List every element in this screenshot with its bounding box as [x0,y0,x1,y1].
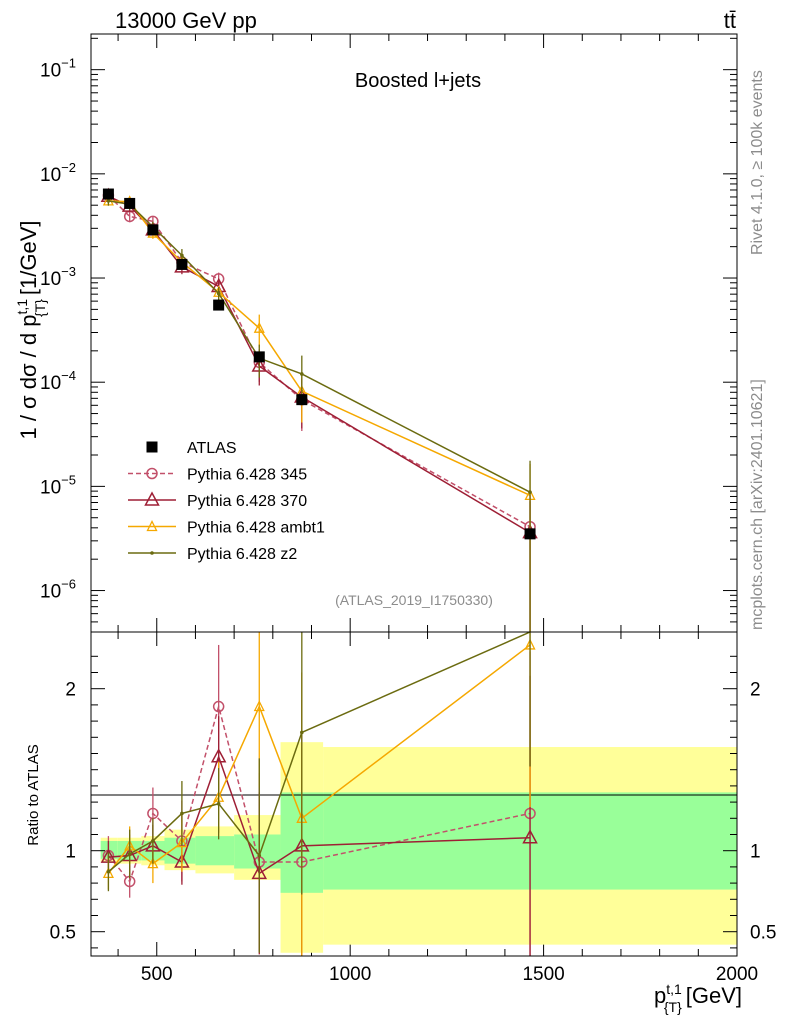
series-point-z2 [216,291,221,296]
mcplots-label: mcplots.cern.ch [arXiv:2401.10621] [749,379,766,630]
x-tick-label: 500 [141,964,173,985]
band-stat [234,834,281,869]
x-tick-label: 1000 [329,964,371,985]
legend: ATLAS Pythia 6.428 345 Pythia 6.428 370 Pyt… [128,440,325,563]
series-point-z2 [300,372,304,376]
data-point-atlas [176,258,188,270]
y-tick-label: 10−5 [40,472,76,498]
ratio-point-ambt1 [147,857,159,869]
legend-marker [146,520,158,532]
data-point-atlas [253,351,265,363]
main-frame [90,33,738,633]
data-point-atlas [296,394,308,406]
y-tick-label: 10−2 [40,160,76,186]
ratio-point-z2 [180,811,184,816]
ratio-point-z2 [106,869,111,874]
header-right: tt̄ [724,8,736,33]
series-line-370 [108,195,531,534]
series-point-z2 [180,253,184,258]
data-point-atlas [147,224,159,236]
legend-label: Pythia 6.428 370 [187,493,307,510]
ratio-point-z2 [127,852,132,856]
series-point-ambt1 [253,321,265,333]
series-line-z2 [108,200,531,493]
band-stat [195,836,235,866]
main-panel: 10−110−210−310−410−510−6 Boosted l+jets … [40,33,738,956]
data-point-atlas [124,197,136,209]
ratio-uncertainty-bands [100,742,737,953]
data-point-atlas [213,299,225,311]
y-axis-label-main: 1 / σ dσ / d pt,1 {T}[1/GeV] [14,220,48,439]
ratio-point-z2 [300,730,304,735]
main-series-layer [100,187,538,632]
ratio-tick-label-right: 2 [750,680,761,701]
y-tick-label: 10−4 [40,368,76,394]
y-tick-label: 10−6 [40,577,76,603]
analysis-watermark: (ATLAS_2019_I1750330) [335,592,493,608]
x-tick-label: 2000 [716,964,758,985]
ratio-point-z2 [151,839,155,843]
ratio-tick-label-right: 1 [750,842,761,863]
series-line-345 [107,194,531,528]
ratio-point-z2 [257,853,262,858]
legend-label: ATLAS [187,440,237,457]
legend-marker [150,551,154,555]
legend-label: Pythia 6.428 z2 [187,546,297,563]
legend-marker [146,441,158,453]
ratio-point-ambt1 [176,836,188,848]
y-tick-label: 10−3 [40,264,76,290]
ratio-frame [90,631,738,957]
data-point-atlas [524,528,536,540]
legend-marker [144,491,160,506]
y-tick-label: 10−1 [40,56,76,82]
legend-marker [146,467,158,480]
ratio-point-z2 [216,801,221,806]
series-point-z2 [528,490,532,494]
main-axis-ticks: 10−1 10−2 10−3 10−4 10−5 10−6 [40,34,738,956]
ratio-tick-label-left: 2 [65,680,76,701]
x-axis-label: pt,1 {T} [GeV] [654,981,742,1015]
header-left: 13000 GeV pp [115,8,257,33]
series-point-z2 [106,199,111,203]
x-tick-labels: 500 1000 1500 2000 [141,964,758,985]
ratio-tick-label-left: 0.5 [50,923,76,944]
data-point-atlas [102,188,114,200]
chart-title: Boosted l+jets [355,70,481,92]
legend-label: Pythia 6.428 345 [187,467,307,484]
ratio-point-ambt1 [253,700,265,712]
ratio-series-layer [100,631,538,956]
x-tick-label: 1500 [522,964,564,985]
ratio-point-345 [212,700,225,713]
y-axis-label-ratio: Ratio to ATLAS [25,744,42,845]
legend-label: Pythia 6.428 ambt1 [187,520,325,537]
ratio-panel: 2 2 1 1 0.5 0.5 [50,631,776,957]
ratio-tick-label-right: 0.5 [750,923,776,944]
ratio-tick-label-left: 1 [65,842,76,863]
rivet-label: Rivet 4.1.0, ≥ 100k events [749,70,766,255]
ratio-point-370 [522,829,538,844]
ratio-line-345 [107,703,531,883]
ratio-axis-ticks: 2 2 1 1 0.5 0.5 [50,655,776,949]
ratio-line-z2 [107,631,531,873]
